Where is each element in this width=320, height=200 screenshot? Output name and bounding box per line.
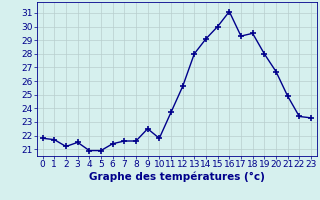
X-axis label: Graphe des températures (°c): Graphe des températures (°c) xyxy=(89,172,265,182)
